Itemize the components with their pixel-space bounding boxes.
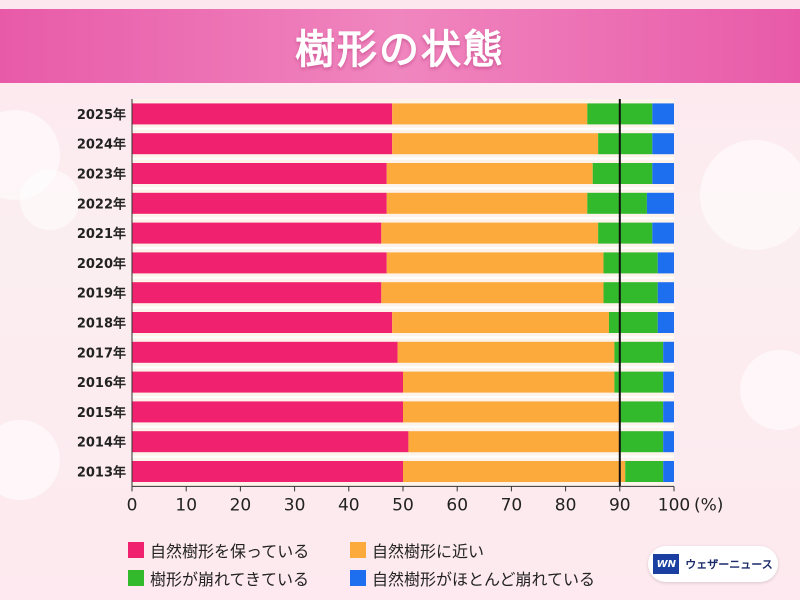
x-tick-label: 70 bbox=[501, 495, 523, 515]
bar-segment bbox=[625, 461, 664, 482]
x-tick-label: 0 bbox=[127, 495, 138, 515]
bar-segment bbox=[657, 252, 674, 274]
legend-label: 樹形が崩れてきている bbox=[150, 570, 310, 589]
x-tick-label: 30 bbox=[284, 495, 306, 515]
bar-segment bbox=[392, 312, 609, 333]
legend-item-near-natural-shape: 自然樹形に近い bbox=[350, 538, 484, 562]
brand-name: ウェザーニュース bbox=[685, 558, 773, 571]
y-tick-label: 2024年 bbox=[77, 137, 126, 153]
bar-segment bbox=[663, 431, 674, 453]
bar-segment bbox=[652, 163, 674, 184]
bar-segment bbox=[663, 401, 674, 423]
bar-segment bbox=[603, 282, 658, 304]
bar-segment bbox=[132, 282, 382, 304]
bar-segment bbox=[614, 371, 664, 393]
bar-segment bbox=[603, 252, 658, 274]
x-tick-label: 50 bbox=[392, 495, 414, 515]
x-tick-label: 60 bbox=[446, 495, 468, 515]
bar-segment bbox=[386, 163, 593, 184]
bar-segment bbox=[587, 192, 647, 214]
y-tick-label: 2021年 bbox=[77, 226, 126, 242]
y-tick-label: 2022年 bbox=[77, 196, 126, 212]
bar-segment bbox=[132, 222, 382, 244]
bar-segment bbox=[132, 192, 387, 214]
x-tick-label: 40 bbox=[338, 495, 360, 515]
bar-segment bbox=[386, 192, 588, 214]
legend-swatch bbox=[128, 570, 144, 586]
bar-segment bbox=[132, 312, 393, 333]
bar-segment bbox=[132, 163, 387, 184]
bar-segment bbox=[403, 371, 615, 393]
header-banner: 樹形の状態 bbox=[0, 9, 800, 83]
bar-segment bbox=[663, 461, 674, 482]
brand-badge: WN ウェザーニュース bbox=[648, 546, 778, 582]
y-tick-label: 2017年 bbox=[77, 345, 126, 361]
y-tick-label: 2019年 bbox=[77, 286, 126, 302]
bar-segment bbox=[392, 133, 599, 155]
legend-swatch bbox=[128, 542, 144, 558]
chart-title: 樹形の状態 bbox=[295, 27, 505, 73]
bar-segment bbox=[132, 252, 387, 274]
bar-segment bbox=[132, 461, 403, 482]
x-tick-label: 20 bbox=[230, 495, 252, 515]
bar-segment bbox=[381, 222, 599, 244]
y-tick-label: 2023年 bbox=[77, 167, 126, 183]
legend-item-keeps-natural-shape: 自然樹形を保っている bbox=[128, 538, 309, 562]
bar-segment bbox=[386, 252, 604, 274]
bar-segment bbox=[132, 133, 393, 155]
brand-logo: WN bbox=[653, 554, 680, 574]
bar-segment bbox=[663, 341, 674, 363]
x-tick-label: 80 bbox=[555, 495, 577, 515]
legend-item-mostly-broken: 自然樹形がほとんど崩れている bbox=[350, 566, 595, 590]
bar-segment bbox=[132, 431, 409, 453]
bar-segment bbox=[652, 133, 674, 155]
y-tick-label: 2015年 bbox=[77, 405, 126, 421]
y-tick-label: 2025年 bbox=[77, 107, 126, 123]
bar-segment bbox=[657, 312, 674, 333]
legend-swatch bbox=[350, 542, 366, 558]
legend-label: 自然樹形がほとんど崩れている bbox=[372, 570, 596, 589]
legend-swatch bbox=[350, 570, 366, 586]
bar-segment bbox=[132, 401, 403, 423]
bar-segment bbox=[608, 312, 658, 333]
bar-segment bbox=[652, 222, 674, 244]
bar-segment bbox=[619, 431, 664, 453]
legend-item-shape-breaking: 樹形が崩れてきている bbox=[128, 566, 309, 590]
bar-segment bbox=[381, 282, 604, 304]
bar-segment bbox=[598, 222, 653, 244]
legend-label: 自然樹形を保っている bbox=[150, 542, 310, 561]
bar-segment bbox=[132, 341, 398, 363]
bar-segment bbox=[132, 371, 403, 393]
bar-segment bbox=[397, 341, 615, 363]
bar-segment bbox=[403, 461, 626, 482]
bar-segment bbox=[132, 103, 393, 125]
bar-segment bbox=[403, 401, 620, 423]
bar-segment bbox=[614, 341, 664, 363]
x-tick-label: 90 bbox=[609, 495, 631, 515]
bar-segment bbox=[652, 103, 674, 125]
bar-segment bbox=[657, 282, 674, 304]
bar-segment bbox=[619, 401, 664, 423]
chart-legend: 自然樹形を保っている 自然樹形に近い 樹形が崩れてきている 自然樹形がほとんど崩… bbox=[128, 538, 648, 590]
y-tick-label: 2018年 bbox=[77, 316, 126, 332]
bar-segment bbox=[646, 192, 674, 214]
x-tick-label: 100 bbox=[658, 495, 690, 515]
y-tick-label: 2016年 bbox=[77, 375, 126, 391]
bar-segment bbox=[408, 431, 620, 453]
y-tick-label: 2020年 bbox=[77, 256, 126, 272]
y-tick-label: 2013年 bbox=[77, 465, 126, 481]
legend-label: 自然樹形に近い bbox=[372, 542, 485, 561]
x-tick-label: 10 bbox=[175, 495, 197, 515]
x-unit-label: (%) bbox=[694, 495, 723, 515]
bar-segment bbox=[663, 371, 674, 393]
y-tick-label: 2014年 bbox=[77, 435, 126, 451]
bar-segment bbox=[598, 133, 653, 155]
bar-segment bbox=[592, 163, 653, 184]
bar-segment bbox=[392, 103, 588, 125]
